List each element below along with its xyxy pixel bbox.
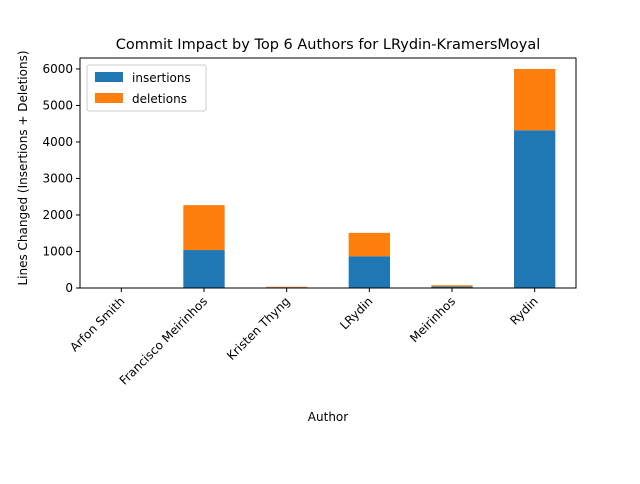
- x-tick-label: Kristen Thyng: [224, 294, 293, 363]
- y-tick-label: 3000: [42, 171, 73, 185]
- x-tick-label: Meirinhos: [407, 294, 458, 345]
- bar-deletions-3: [349, 233, 390, 256]
- x-tick-label: LRydin: [337, 294, 375, 332]
- bar-deletions-1: [183, 205, 224, 250]
- x-tick-label: Rydin: [507, 294, 540, 327]
- x-tick-label: Arfon Smith: [67, 294, 127, 354]
- legend-swatch-deletions: [95, 93, 123, 103]
- y-tick-label: 4000: [42, 135, 73, 149]
- y-tick-label: 6000: [42, 62, 73, 76]
- y-axis-ticks: 0 1000 2000 3000 4000 5000 6000: [42, 62, 80, 295]
- bar-insertions-3: [349, 256, 390, 288]
- y-tick-label: 5000: [42, 98, 73, 112]
- y-axis-label: Lines Changed (Insertions + Deletions): [16, 50, 30, 285]
- y-tick-label: 0: [65, 281, 73, 295]
- chart-title: Commit Impact by Top 6 Authors for LRydi…: [116, 37, 541, 53]
- bar-deletions-2: [266, 287, 307, 288]
- y-tick-label: 2000: [42, 208, 73, 222]
- legend-label-deletions: deletions: [132, 92, 187, 106]
- legend: insertions deletions: [87, 65, 206, 111]
- bar-deletions-4: [431, 285, 472, 286]
- legend-label-insertions: insertions: [132, 71, 191, 85]
- bar-insertions-1: [183, 250, 224, 288]
- legend-swatch-insertions: [95, 72, 123, 82]
- y-tick-label: 1000: [42, 244, 73, 258]
- x-axis-label: Author: [308, 410, 348, 424]
- bar-deletions-5: [514, 69, 555, 130]
- x-tick-label: Francisco Meirinhos: [117, 294, 210, 387]
- bar-insertions-5: [514, 130, 555, 288]
